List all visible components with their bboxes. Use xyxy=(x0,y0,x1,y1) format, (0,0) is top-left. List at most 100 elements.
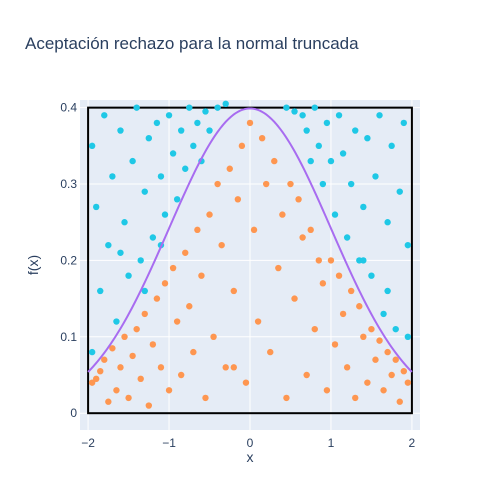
accepted-point xyxy=(275,264,282,272)
rejected-point xyxy=(376,112,383,119)
rejected-point xyxy=(347,180,355,188)
rejected-point xyxy=(145,134,153,142)
rejected-point xyxy=(141,287,148,295)
density-curve-layer xyxy=(87,107,413,373)
x-tick-label: −1 xyxy=(162,436,176,450)
rejected-point xyxy=(404,241,412,249)
rejected-point xyxy=(125,272,132,279)
rejected-point xyxy=(173,196,181,203)
rejected-point xyxy=(109,173,116,180)
accepted-point xyxy=(242,379,250,386)
chart-title: Aceptación rechazo para la normal trunca… xyxy=(25,34,359,53)
rejected-point xyxy=(186,104,193,111)
accepted-point xyxy=(117,364,124,371)
y-tick-label: 0.1 xyxy=(60,330,77,344)
y-tick-labels: 0 0.1 0.2 0.3 0.4 xyxy=(60,101,77,421)
y-tick-label: 0.2 xyxy=(60,253,77,267)
accepted-point xyxy=(121,333,128,341)
rejected-point xyxy=(343,234,351,241)
accepted-point xyxy=(129,352,136,360)
density-curve xyxy=(87,107,413,373)
accepted-point xyxy=(335,272,343,279)
accepted-point xyxy=(165,387,173,394)
accepted-point xyxy=(376,337,383,344)
rejected-point xyxy=(117,127,124,134)
rejected-point xyxy=(299,112,306,119)
accepted-point xyxy=(311,325,318,333)
accepted-point xyxy=(157,364,165,371)
rejected-point xyxy=(396,188,403,195)
rejected-point xyxy=(311,104,318,111)
rejected-point xyxy=(323,119,331,127)
rejected-point xyxy=(364,134,371,142)
rejected-point xyxy=(157,173,165,180)
accepted-point xyxy=(202,394,209,402)
rejected-point xyxy=(194,119,201,127)
rejected-point xyxy=(88,142,96,150)
rejected-point xyxy=(388,142,395,150)
accepted-point xyxy=(368,325,375,333)
accepted-point xyxy=(400,367,408,375)
accepted-point xyxy=(323,387,331,394)
rejected-point xyxy=(101,112,108,119)
accepted-point xyxy=(109,345,116,352)
accepted-point xyxy=(388,371,395,379)
accepted-point xyxy=(372,356,379,363)
rejected-point xyxy=(153,119,161,127)
accepted-point xyxy=(327,257,335,264)
y-tick-label: 0.4 xyxy=(60,101,77,115)
accepted-point xyxy=(352,394,359,402)
x-tick-label: 1 xyxy=(328,436,335,450)
rejected-point xyxy=(190,142,197,150)
rejected-point xyxy=(222,100,229,108)
rejected-point xyxy=(149,234,157,241)
x-tick-label: 0 xyxy=(247,436,254,450)
rejected-point xyxy=(331,211,339,218)
accepted-point xyxy=(356,303,363,310)
accepted-point xyxy=(92,375,100,383)
accepted-point xyxy=(396,398,403,405)
accepted-point xyxy=(206,211,213,218)
accepted-point xyxy=(169,264,177,272)
rejected-point xyxy=(97,287,104,295)
x-tick-labels: −2 −1 0 1 2 xyxy=(81,436,415,450)
accepted-point xyxy=(226,165,233,172)
rejected-point xyxy=(283,104,290,111)
accepted-point xyxy=(153,295,161,302)
accepted-point xyxy=(380,387,387,394)
rejected-points xyxy=(88,100,412,356)
rejected-point xyxy=(121,219,128,226)
rejected-point xyxy=(133,104,140,111)
accepted-point xyxy=(198,272,205,279)
accepted-point xyxy=(214,180,221,188)
rejected-point xyxy=(360,203,367,211)
accepted-point xyxy=(105,398,112,405)
rejected-point xyxy=(129,157,136,165)
accepted-point xyxy=(303,371,310,379)
rejected-point xyxy=(117,249,124,256)
accepted-point xyxy=(133,325,140,333)
accepted-point xyxy=(141,310,148,318)
accepted-point xyxy=(262,180,270,188)
accepted-point xyxy=(299,234,306,241)
accepted-point xyxy=(267,348,274,356)
accepted-point xyxy=(384,348,391,356)
accepted-point xyxy=(238,142,246,150)
accepted-point xyxy=(149,341,157,348)
accepted-point xyxy=(339,310,347,318)
rejected-point xyxy=(319,180,327,188)
accepted-point xyxy=(347,287,355,295)
accepted-point xyxy=(404,379,412,386)
accepted-point xyxy=(145,402,153,409)
rejected-point xyxy=(161,211,169,218)
accepted-point xyxy=(307,226,314,234)
accepted-point xyxy=(234,196,242,203)
rejected-point xyxy=(177,127,185,134)
accepted-point xyxy=(295,196,302,203)
accepted-point xyxy=(364,379,371,386)
accepted-point xyxy=(246,119,254,127)
accepted-points xyxy=(88,119,412,409)
rejected-point xyxy=(404,333,412,341)
accepted-point xyxy=(279,211,286,218)
